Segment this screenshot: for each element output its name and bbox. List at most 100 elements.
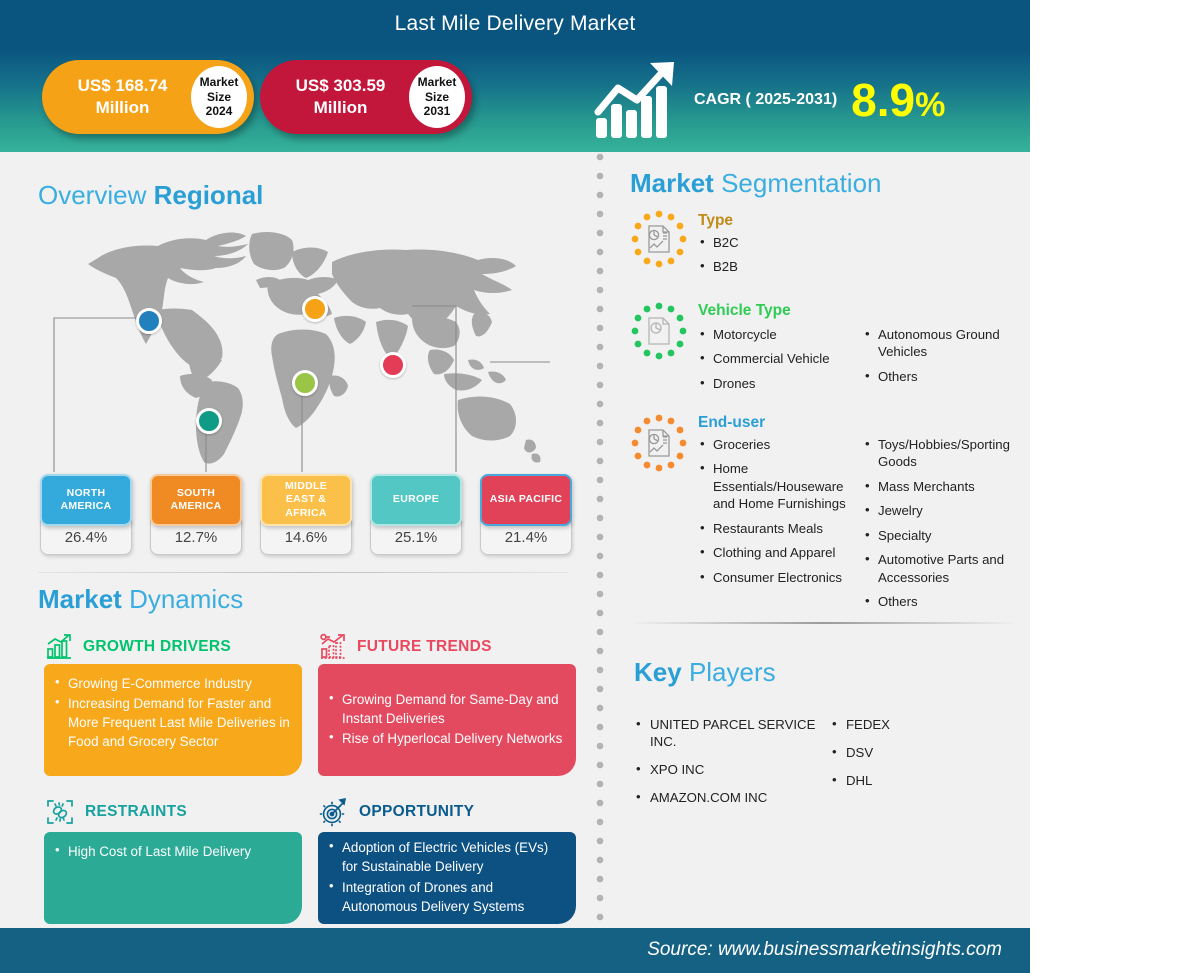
column-divider-dots [595,152,605,928]
list-item: XPO INC [634,760,830,778]
report-document-icon [630,414,688,472]
growth-drivers-box: Growing E-Commerce Industry Increasing D… [44,664,302,776]
region-card-south-america[interactable]: SOUTH AMERICA 12.7% [150,474,242,555]
badge-amount-2024: US$ 168.74 Million [77,76,168,117]
region-card-middle-east-africa[interactable]: MIDDLE EAST & AFRICA 14.6% [260,474,352,555]
gear-target-arrow-icon [319,797,347,827]
footer-bar: Source: www.businessmarketinsights.com [0,928,1030,973]
key-players-section: Key Players UNITED PARCEL SERVICE INC. X… [634,657,1030,818]
list-item: AMAZON.COM INC [634,788,830,806]
segment-end-user-list-col2: Toys/Hobbies/Sporting Goods Mass Merchan… [863,435,1028,617]
body-area: Overview Regional [0,152,1030,928]
segment-vehicle-type-list-col1: Motorcycle Commercial Vehicle Drones [698,325,863,399]
list-item: Specialty [863,526,1028,544]
region-card-north-america[interactable]: NORTH AMERICA 26.4% [40,474,132,555]
list-item: Growing Demand for Same-Day and Instant … [329,689,564,728]
right-column: Market Segmentation [612,152,1030,928]
infographic-sheet: Last Mile Delivery Market US$ 168.74 Mill… [0,0,1030,973]
report-document-icon [630,210,688,268]
list-item: FEDEX [830,715,1000,733]
region-card-europe[interactable]: EUROPE 25.1% [370,474,462,555]
map-pin-south-america[interactable] [196,408,222,434]
key-players-list-col2: FEDEX DSV DHL [830,715,1000,818]
world-map [40,222,550,472]
source-text: Source: www.businessmarketinsights.com [647,939,1002,960]
map-pin-europe[interactable] [302,296,328,322]
opportunity-box: Adoption of Electric Vehicles (EVs) for … [318,832,576,924]
region-label-north-america: NORTH AMERICA [40,474,132,526]
report-document-icon [630,302,688,360]
segment-vehicle-type-title: Vehicle Type [698,302,791,319]
cagr-block: CAGR ( 2025-2031) 8.9% [592,56,1012,144]
segment-type-title: Type [698,212,734,229]
badge-disc-2031: Market Size 2031 [409,66,465,128]
restraints-heading: RESTRAINTS [85,803,188,820]
growth-arrow-chart-icon [594,62,674,138]
chain-link-scan-icon [47,800,73,824]
region-label-asia-pacific: ASIA PACIFIC [480,474,572,526]
map-pin-asia-pacific[interactable] [380,352,406,378]
list-item: B2C [698,233,873,251]
left-column: Overview Regional [0,152,585,928]
list-item: Toys/Hobbies/Sporting Goods [863,435,1028,471]
list-item: Restaurants Meals [698,519,863,537]
dynamics-growth-drivers: GROWTH DRIVERS Growing E-Commerce Indust… [44,630,302,776]
list-item: Groceries [698,435,863,453]
list-item: Consumer Electronics [698,568,863,586]
market-segmentation-title: Market Segmentation [630,168,882,198]
segment-vehicle-type-list-col2: Autonomous Ground Vehicles Others [863,325,1028,399]
future-trends-box: Growing Demand for Same-Day and Instant … [318,664,576,776]
trend-arrow-chart-icon [320,633,345,659]
cagr-label: CAGR ( 2025-2031) [694,91,838,108]
list-item: High Cost of Last Mile Delivery [55,841,290,861]
opportunity-heading: OPPORTUNITY [359,803,475,820]
segmentation-divider [634,622,1014,624]
regional-overview-title: Overview Regional [38,180,264,210]
market-size-badge-2024: US$ 168.74 Million Market Size 2024 [42,60,254,134]
dynamics-restraints: RESTRAINTS High Cost of Last Mile Delive… [44,792,302,924]
segment-type-list: B2C B2B [698,233,873,283]
list-item: DSV [830,743,1000,761]
region-card-asia-pacific[interactable]: ASIA PACIFIC 21.4% [480,474,572,555]
list-item: Automotive Parts and Accessories [863,550,1028,586]
header-banner: Last Mile Delivery Market US$ 168.74 Mill… [0,0,1030,152]
list-item: Clothing and Apparel [698,543,863,561]
region-label-europe: EUROPE [370,474,462,526]
list-item: Motorcycle [698,325,863,343]
list-item: UNITED PARCEL SERVICE INC. [634,715,830,750]
cagr-value: 8.9% [851,74,946,126]
segment-end-user-list-col1: Groceries Home Essentials/Houseware and … [698,435,863,617]
list-item: Rise of Hyperlocal Delivery Networks [329,728,564,748]
segment-vehicle-type: Vehicle Type Motorcycle Commercial Vehic… [630,302,1022,399]
badge-disc-2024: Market Size 2024 [191,66,247,128]
market-dynamics-title: Market Dynamics [38,584,244,614]
list-item: Commercial Vehicle [698,349,863,367]
page-title: Last Mile Delivery Market [394,12,636,35]
list-item: Drones [698,374,863,392]
dynamics-divider [38,572,568,573]
list-item: Mass Merchants [863,477,1028,495]
list-item: Adoption of Electric Vehicles (EVs) for … [329,837,564,876]
restraints-box: High Cost of Last Mile Delivery [44,832,302,924]
list-item: Growing E-Commerce Industry [55,673,290,693]
list-item: Others [863,367,1028,385]
list-item: Integration of Drones and Autonomous Del… [329,876,564,916]
list-item: DHL [830,771,1000,789]
bar-chart-growth-icon [47,634,71,659]
list-item: Jewelry [863,501,1028,519]
list-item: B2B [698,257,873,275]
growth-drivers-heading: GROWTH DRIVERS [83,638,232,655]
map-pin-north-america[interactable] [136,308,162,334]
dynamics-opportunity: OPPORTUNITY Adoption of Electric Vehicle… [318,792,576,924]
key-players-list-col1: UNITED PARCEL SERVICE INC. XPO INC AMAZO… [634,715,830,818]
key-players-title: Key Players [634,657,776,687]
segment-end-user-title: End-user [698,414,766,431]
map-pin-middle-east-africa[interactable] [292,370,318,396]
list-item: Increasing Demand for Faster and More Fr… [55,693,290,751]
region-label-middle-east-africa: MIDDLE EAST & AFRICA [260,474,352,526]
future-trends-heading: FUTURE TRENDS [357,638,492,655]
segment-type: Type B2C B2B [630,210,1022,283]
segment-end-user: End-user Groceries Home Essentials/House… [630,414,1030,617]
list-item: Others [863,592,1028,610]
leader-lines [53,305,550,472]
